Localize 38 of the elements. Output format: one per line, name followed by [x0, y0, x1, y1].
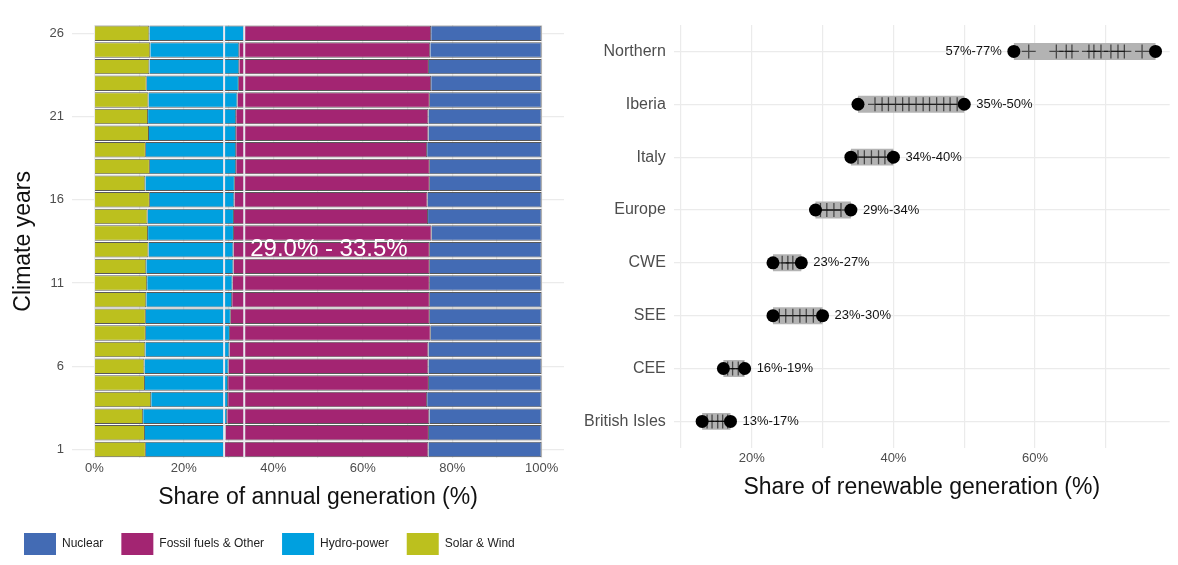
x-tick-label: 20% — [738, 450, 766, 466]
y-tick-label: 6 — [56, 357, 65, 373]
x-axis-title: Share of annual generation (%) — [158, 482, 478, 509]
annotation: 34%-40% — [905, 148, 963, 164]
legend-label: Nuclear — [62, 536, 104, 551]
x-tick-label: 40% — [880, 450, 907, 466]
annotation: 29%-34% — [862, 201, 920, 217]
y-tick-label: 26 — [49, 24, 65, 40]
y-axis-title: Climate years — [9, 171, 36, 312]
y-tick-label: 16 — [49, 191, 65, 207]
legend-label: Fossil fuels & Other — [159, 536, 265, 551]
y-tick-label: 1 — [56, 441, 65, 457]
y-tick-label: Northern — [603, 41, 666, 59]
y-tick-label: CEE — [632, 358, 666, 376]
annotation: 23%-27% — [813, 254, 871, 270]
x-tick-label: 40% — [260, 460, 287, 476]
legend-label: Hydro-power — [320, 536, 389, 551]
annotation: 16%-19% — [756, 360, 814, 376]
x-tick-label: 20% — [170, 460, 198, 476]
x-tick-label: 60% — [1022, 450, 1049, 466]
y-tick-label: 11 — [50, 274, 65, 290]
x-tick-label: 0% — [85, 460, 105, 476]
legend-label: Solar & Wind — [444, 536, 515, 551]
x-tick-label: 80% — [439, 460, 466, 476]
annotation: 13%-17% — [742, 412, 800, 428]
y-tick-label: SEE — [633, 306, 666, 324]
x-axis-title: Share of renewable generation (%) — [743, 472, 1101, 499]
y-tick-label: Europe — [614, 200, 666, 218]
annotation: 23%-30% — [834, 307, 892, 323]
x-tick-label: 100% — [525, 460, 559, 476]
annotation: 35%-50% — [976, 95, 1034, 111]
annotation: 57%-77% — [945, 43, 1003, 58]
y-tick-label: CWE — [628, 253, 666, 271]
y-tick-label: British Isles — [584, 411, 666, 429]
y-tick-label: Iberia — [625, 94, 666, 112]
y-tick-label: Italy — [636, 147, 666, 165]
x-tick-label: 60% — [349, 460, 377, 476]
y-tick-label: 21 — [49, 108, 65, 124]
